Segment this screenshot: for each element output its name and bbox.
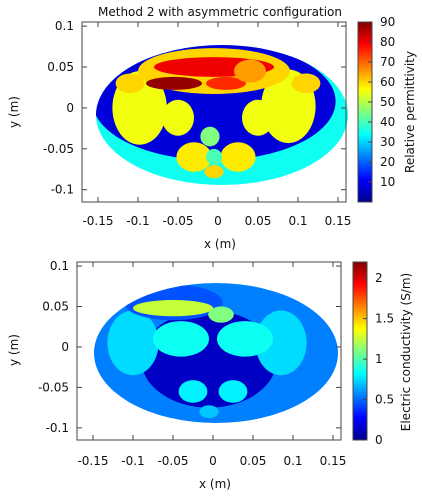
tissue-region — [206, 148, 222, 166]
tissue-region — [107, 310, 159, 376]
top-colorbar-ticks: 10 20 30 40 50 60 70 80 90 — [368, 15, 395, 189]
tissue-region — [291, 73, 321, 94]
tissue-region — [220, 142, 256, 172]
colorbar-tick-label: 2 — [375, 271, 383, 285]
y-tick-label: 0.1 — [55, 19, 74, 33]
y-tick-label: 0.05 — [42, 300, 69, 314]
x-tick-label: 0.1 — [283, 454, 302, 468]
colorbar-tick-label: 60 — [380, 75, 395, 89]
x-tick-label: -0.05 — [162, 214, 193, 228]
bottom-axes: -0.15 -0.1 -0.05 0 0.05 0.1 0.150.10.050-0.05-… — [38, 259, 346, 468]
x-tick-label: 0.05 — [245, 214, 272, 228]
tissue-region — [115, 73, 145, 94]
tissue-region — [200, 126, 220, 147]
bottom-x-axis-label: x (m) — [199, 477, 231, 491]
tissue-region — [218, 380, 248, 403]
y-tick-label: -0.1 — [46, 421, 69, 435]
colorbar-tick-label: 0 — [375, 433, 383, 447]
top-colorbar — [357, 21, 373, 203]
y-tick-label: -0.05 — [43, 142, 74, 156]
colorbar-tick-label: 80 — [380, 35, 395, 49]
tissue-region — [217, 321, 273, 357]
top-axes: -0.15 -0.1 -0.05 0 0.05 0.1 0.150.10.050-0.05-… — [43, 19, 351, 228]
colorbar-tick-label: 50 — [380, 95, 395, 109]
bottom-colorbar — [352, 261, 368, 441]
tissue-region — [176, 142, 212, 172]
y-tick-label: 0.05 — [47, 60, 74, 74]
colorbar-tick-label: 1 — [375, 352, 383, 366]
bottom-colorbar-ticks: 0 0.5 1 1.5 2 — [363, 271, 394, 447]
bottom-colorbar-label: Electric conductivity (S/m) — [399, 273, 413, 431]
y-tick-label: -0.1 — [51, 183, 74, 197]
colorbar-tick-label: 1.5 — [375, 312, 394, 326]
top-chart: -0.15 -0.1 -0.05 0 0.05 0.1 0.150.10.050-0.05-… — [7, 15, 417, 251]
tissue-region — [146, 76, 202, 90]
tissue-region — [162, 99, 194, 136]
x-tick-label: -0.15 — [77, 454, 108, 468]
y-tick-label: 0.1 — [50, 259, 69, 273]
tissue-region — [242, 99, 274, 136]
plot-frame — [76, 261, 342, 441]
tissue-region — [153, 321, 209, 357]
tissue-region — [178, 380, 208, 403]
x-tick-label: -0.05 — [157, 454, 188, 468]
colorbar-tick-label: 0.5 — [375, 393, 394, 407]
tissue-region — [234, 59, 266, 83]
x-tick-label: 0.15 — [325, 214, 352, 228]
bottom-heatmap — [94, 283, 338, 423]
tissue-region — [208, 306, 234, 323]
x-tick-label: 0 — [214, 214, 222, 228]
tissue-region — [204, 165, 224, 179]
x-tick-label: 0.15 — [320, 454, 347, 468]
x-tick-label: 0.05 — [240, 454, 267, 468]
top-y-axis-label: y (m) — [7, 96, 21, 128]
y-tick-label: 0 — [66, 101, 74, 115]
plot-frame — [81, 21, 347, 203]
tissue-region — [199, 405, 219, 419]
tissue-region — [206, 76, 246, 90]
colorbar-tick-label: 70 — [380, 55, 395, 69]
top-chart-title: Method 2 with asymmetric configuration — [98, 5, 342, 19]
tissue-region — [255, 310, 307, 376]
x-tick-label: -0.1 — [121, 454, 144, 468]
colorbar-tick-label: 90 — [380, 15, 395, 29]
x-tick-label: -0.15 — [82, 214, 113, 228]
bottom-y-axis-label: y (m) — [7, 334, 21, 366]
y-tick-label: -0.05 — [38, 380, 69, 394]
x-tick-label: -0.1 — [126, 214, 149, 228]
y-tick-label: 0 — [61, 340, 69, 354]
tissue-region — [133, 300, 213, 317]
colorbar-tick-label: 20 — [380, 155, 395, 169]
x-tick-label: 0 — [209, 454, 217, 468]
top-colorbar-label: Relative permittivity — [403, 51, 417, 173]
colorbar-tick-label: 10 — [380, 175, 395, 189]
bottom-chart: -0.15 -0.1 -0.05 0 0.05 0.1 0.150.10.050-0.05-… — [7, 259, 413, 491]
x-tick-label: 0.1 — [288, 214, 307, 228]
colorbar-tick-label: 40 — [380, 115, 395, 129]
top-x-axis-label: x (m) — [204, 237, 236, 251]
top-heatmap — [96, 45, 348, 185]
colorbar-tick-label: 30 — [380, 135, 395, 149]
